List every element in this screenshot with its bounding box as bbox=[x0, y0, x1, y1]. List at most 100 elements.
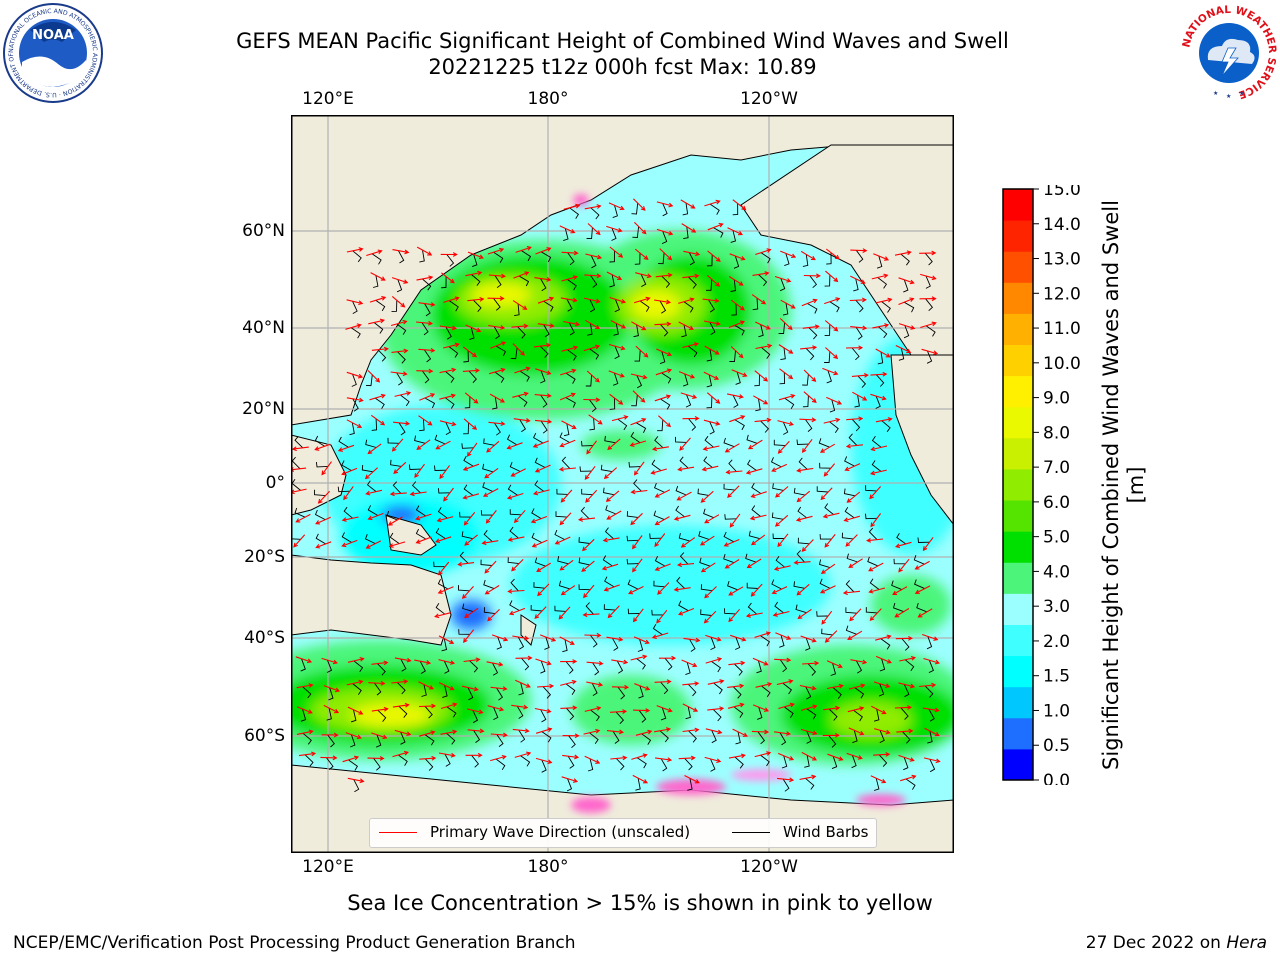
wind-barb bbox=[851, 418, 861, 432]
colorbar-bin bbox=[1003, 562, 1033, 594]
wave-direction-arrow bbox=[703, 320, 721, 326]
wind-barb bbox=[757, 731, 766, 745]
wave-direction-arrow bbox=[777, 440, 790, 454]
wave-direction-arrow bbox=[700, 490, 714, 503]
wind-barb bbox=[746, 582, 759, 589]
wave-direction-arrow bbox=[799, 774, 817, 780]
wave-direction-arrow bbox=[609, 296, 627, 304]
wave-direction-arrow bbox=[914, 560, 930, 570]
wave-direction-arrow bbox=[773, 565, 791, 572]
wave-direction-arrow bbox=[532, 489, 550, 496]
wind-barb bbox=[660, 324, 669, 337]
wave-direction-arrow bbox=[678, 297, 695, 304]
wind-barb bbox=[421, 322, 429, 336]
wind-barb bbox=[612, 637, 619, 651]
wave-direction-arrow bbox=[486, 440, 500, 453]
wind-barb bbox=[441, 276, 447, 289]
wind-barb bbox=[734, 324, 745, 336]
wind-barb bbox=[558, 580, 571, 590]
wave-direction-arrow bbox=[730, 346, 744, 359]
wind-barb bbox=[660, 398, 671, 410]
wave-direction-arrow bbox=[438, 752, 456, 758]
wave-direction-arrow bbox=[369, 296, 387, 303]
wind-barb bbox=[871, 436, 882, 448]
wave-direction-arrow bbox=[628, 586, 644, 595]
wind-barb bbox=[365, 439, 377, 448]
wind-barb bbox=[855, 299, 864, 313]
wave-direction-arrow bbox=[633, 708, 651, 713]
wind-barb bbox=[615, 711, 625, 725]
wave-direction-arrow bbox=[467, 251, 484, 259]
wave-direction-arrow bbox=[513, 509, 526, 524]
wave-direction-arrow bbox=[727, 683, 745, 689]
wave-direction-arrow bbox=[801, 539, 814, 552]
wave-direction-arrow bbox=[611, 684, 630, 690]
wind-barb bbox=[685, 706, 691, 720]
wave-direction-arrow bbox=[678, 321, 694, 330]
wave-direction-arrow bbox=[559, 225, 576, 234]
wave-direction-arrow bbox=[419, 393, 436, 401]
wind-barb bbox=[493, 707, 499, 721]
wave-direction-arrow bbox=[682, 681, 700, 687]
colorbar-label: Significant Height of Combined Wind Wave… bbox=[1099, 200, 1148, 770]
wind-barb bbox=[808, 327, 818, 340]
wave-direction-arrow bbox=[754, 631, 772, 638]
wave-direction-arrow bbox=[371, 732, 388, 740]
wind-barb bbox=[472, 254, 478, 268]
wave-direction-arrow bbox=[826, 396, 843, 405]
wave-direction-arrow bbox=[870, 775, 887, 784]
wave-direction-arrow bbox=[824, 630, 838, 643]
colorbar-tick-label: 10.0 bbox=[1043, 354, 1081, 374]
wind-barb bbox=[751, 482, 762, 494]
wind-barb bbox=[459, 551, 469, 564]
wave-direction-arrow bbox=[367, 756, 385, 761]
wave-direction-arrow bbox=[654, 727, 672, 733]
colorbar-tick-label: 2.0 bbox=[1043, 632, 1070, 652]
wave-direction-arrow bbox=[723, 538, 740, 547]
wind-barb bbox=[674, 436, 687, 443]
wind-barb bbox=[415, 505, 426, 517]
wave-direction-arrow bbox=[608, 370, 625, 378]
wave-direction-arrow bbox=[487, 247, 505, 255]
wind-barb bbox=[556, 488, 569, 495]
wave-direction-arrow bbox=[560, 659, 578, 664]
wind-barb bbox=[709, 203, 720, 215]
wave-direction-arrow bbox=[682, 273, 700, 279]
wave-direction-arrow bbox=[778, 702, 795, 710]
wave-direction-arrow bbox=[680, 537, 696, 548]
svg-text:★: ★ bbox=[1213, 90, 1218, 97]
wind-barb bbox=[735, 731, 741, 745]
wind-barb bbox=[868, 527, 878, 541]
wind-barb bbox=[818, 438, 830, 448]
wind-barb bbox=[463, 422, 470, 435]
wave-direction-arrow bbox=[464, 607, 479, 619]
wave-direction-arrow bbox=[875, 417, 893, 423]
wave-direction-arrow bbox=[870, 445, 888, 452]
wave-direction-arrow bbox=[443, 487, 454, 502]
wind-barb bbox=[639, 300, 650, 312]
wind-barb bbox=[518, 729, 526, 743]
wind-barb bbox=[398, 250, 405, 264]
wind-barb bbox=[649, 533, 662, 539]
wind-barb bbox=[386, 510, 398, 521]
wind-barb bbox=[682, 202, 689, 216]
wave-direction-arrow bbox=[917, 608, 933, 618]
wave-direction-arrow bbox=[559, 439, 576, 448]
wind-barb bbox=[376, 734, 382, 748]
wave-direction-arrow bbox=[795, 515, 813, 522]
wind-barb bbox=[675, 485, 687, 496]
wind-barb bbox=[540, 660, 546, 674]
wave-direction-arrow bbox=[508, 607, 526, 616]
wind-barb bbox=[903, 684, 910, 698]
wind-barb bbox=[559, 432, 570, 443]
wave-direction-arrow bbox=[774, 657, 792, 663]
wave-direction-arrow bbox=[873, 681, 891, 689]
wind-barb bbox=[421, 370, 430, 384]
wind-barb bbox=[758, 324, 764, 338]
wind-barb bbox=[900, 253, 910, 266]
wind-barb bbox=[294, 507, 306, 518]
wind-barb bbox=[723, 437, 735, 448]
wind-barb bbox=[819, 534, 832, 540]
wind-barb bbox=[533, 582, 545, 589]
wave-direction-arrow bbox=[562, 733, 580, 739]
